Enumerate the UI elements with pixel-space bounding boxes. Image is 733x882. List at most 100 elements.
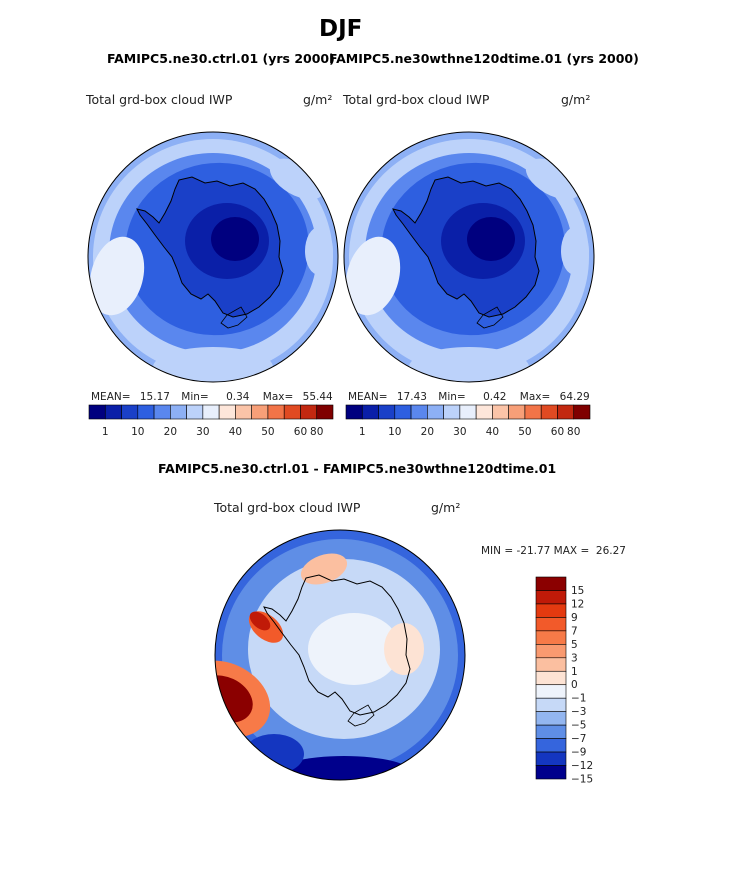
diff-variable-label: Total grd-box cloud IWP — [214, 500, 361, 515]
difference-colorbar-box — [535, 765, 567, 780]
diff-minmax: MIN = -21.77 MAX = 26.27 — [481, 545, 626, 557]
ctrl-colorbar-tick-label: 50 — [261, 426, 274, 438]
ctrl-colorbar-box — [170, 404, 187, 420]
difference-field-patch — [274, 756, 414, 780]
difference-colorbar-box — [535, 644, 567, 659]
test-field-patch — [345, 236, 401, 316]
difference-colorbar-box — [535, 590, 567, 605]
right-variable-label: Total grd-box cloud IWP — [343, 92, 490, 107]
ctrl-field-patch — [305, 227, 333, 275]
ctrl-colorbar-box — [202, 404, 220, 420]
test-polar-map — [343, 131, 595, 383]
test-colorbar-tick-label: 80 — [567, 426, 580, 438]
left-stats: MEAN= 15.17 Min= 0.34 Max= 55.44 — [91, 391, 333, 403]
test-colorbar-box — [378, 404, 396, 420]
ctrl-colorbar-tick-label: 20 — [164, 426, 177, 438]
left-variable-label: Total grd-box cloud IWP — [86, 92, 233, 107]
difference-colorbar-box — [535, 711, 567, 726]
difference-ice-shelf-outline — [347, 704, 375, 727]
difference-colorbar-tick-label: −7 — [571, 733, 586, 745]
diff-units-label: g/m² — [431, 500, 461, 515]
left-min-value: 0.34 — [226, 391, 250, 403]
test-colorbar-box — [394, 404, 412, 420]
test-colorbar: 1 10 20 30 40 50 60 80 — [345, 404, 591, 438]
difference-coastline — [263, 574, 411, 716]
test-colorbar-box — [508, 404, 526, 420]
test-map-field — [344, 132, 594, 382]
test-colorbar-box — [475, 404, 493, 420]
left-min-label: Min= — [181, 391, 209, 403]
left-case-title: FAMIPC5.ne30.ctrl.01 (yrs 2000) — [107, 51, 335, 66]
test-ice-shelf-outline — [476, 306, 504, 329]
test-colorbar-box — [361, 404, 379, 420]
test-field-patch — [409, 347, 529, 382]
ctrl-map-border — [87, 131, 339, 383]
test-coastline — [392, 176, 540, 318]
right-min-label: Min= — [438, 391, 466, 403]
difference-colorbar-box — [535, 657, 567, 672]
season-title: DJF — [319, 16, 363, 42]
difference-field-patch — [215, 675, 253, 723]
difference-colorbar-tick-label: −3 — [571, 706, 586, 718]
right-max-value: 64.29 — [559, 391, 590, 403]
test-colorbar-box — [540, 404, 558, 420]
difference-colorbar-tick-label: 1 — [571, 666, 578, 678]
test-field-patch — [525, 158, 581, 200]
ctrl-coastline — [136, 176, 284, 318]
difference-colorbar-box — [535, 697, 567, 712]
difference-colorbar-tick-label: 12 — [571, 598, 584, 610]
ctrl-field-patch — [153, 347, 273, 382]
difference-colorbar-box — [535, 751, 567, 766]
difference-colorbar-tick-label: 3 — [571, 652, 578, 664]
ctrl-colorbar-box — [186, 404, 204, 420]
ctrl-colorbar-box — [88, 404, 106, 420]
test-colorbar-tick-label: 60 — [551, 426, 564, 438]
difference-colorbar-tick-label: 15 — [571, 585, 584, 597]
ctrl-colorbar-box — [316, 404, 334, 420]
ctrl-colorbar-box — [104, 404, 122, 420]
left-units-label: g/m² — [303, 92, 333, 107]
left-mean-label: MEAN= — [91, 391, 131, 403]
ctrl-colorbar-box — [267, 404, 285, 420]
test-colorbar-tick-label: 10 — [388, 426, 401, 438]
left-max-label: Max= — [262, 391, 294, 403]
test-colorbar-tick-label: 1 — [359, 426, 366, 438]
difference-colorbar-tick-label: −12 — [571, 760, 593, 772]
difference-field-patch — [249, 611, 271, 631]
difference-colorbar-tick-label: 9 — [571, 612, 578, 624]
ctrl-field-patch — [269, 158, 325, 200]
right-max-label: Max= — [519, 391, 551, 403]
test-colorbar-box — [557, 404, 575, 420]
difference-colorbar-box — [535, 684, 567, 699]
difference-map-field — [215, 530, 465, 780]
difference-colorbar-box — [535, 617, 567, 632]
test-colorbar-tick-label: 30 — [453, 426, 466, 438]
ctrl-colorbar-box — [300, 404, 318, 420]
difference-colorbar-tick-label: 5 — [571, 639, 578, 651]
difference-colorbar-tick-label: −15 — [571, 774, 593, 786]
difference-colorbar-tick-label: 7 — [571, 625, 578, 637]
difference-polar-map — [214, 529, 466, 781]
test-colorbar-box — [492, 404, 509, 420]
test-colorbar-box — [410, 404, 428, 420]
test-colorbar-tick-label: 40 — [486, 426, 499, 438]
ctrl-field-patch — [89, 236, 145, 316]
difference-colorbar-box — [535, 603, 567, 618]
right-case-title: FAMIPC5.ne30wthne120dtime.01 (yrs 2000) — [329, 51, 639, 66]
test-colorbar-box — [345, 404, 363, 420]
left-max-value: 55.44 — [302, 391, 333, 403]
ctrl-ice-shelf-outline — [220, 306, 248, 329]
difference-colorbar-box — [535, 738, 567, 753]
right-units-label: g/m² — [561, 92, 591, 107]
test-colorbar-box — [443, 404, 461, 420]
ctrl-colorbar-box — [235, 404, 252, 420]
ctrl-colorbar-tick-label: 40 — [229, 426, 242, 438]
ctrl-field-core — [211, 217, 259, 261]
right-mean-label: MEAN= — [348, 391, 388, 403]
test-field-core — [467, 217, 515, 261]
ctrl-colorbar-box — [137, 404, 155, 420]
difference-colorbar-tick-label: −5 — [571, 720, 586, 732]
ctrl-colorbar-tick-label: 30 — [196, 426, 209, 438]
ctrl-colorbar-box — [251, 404, 269, 420]
